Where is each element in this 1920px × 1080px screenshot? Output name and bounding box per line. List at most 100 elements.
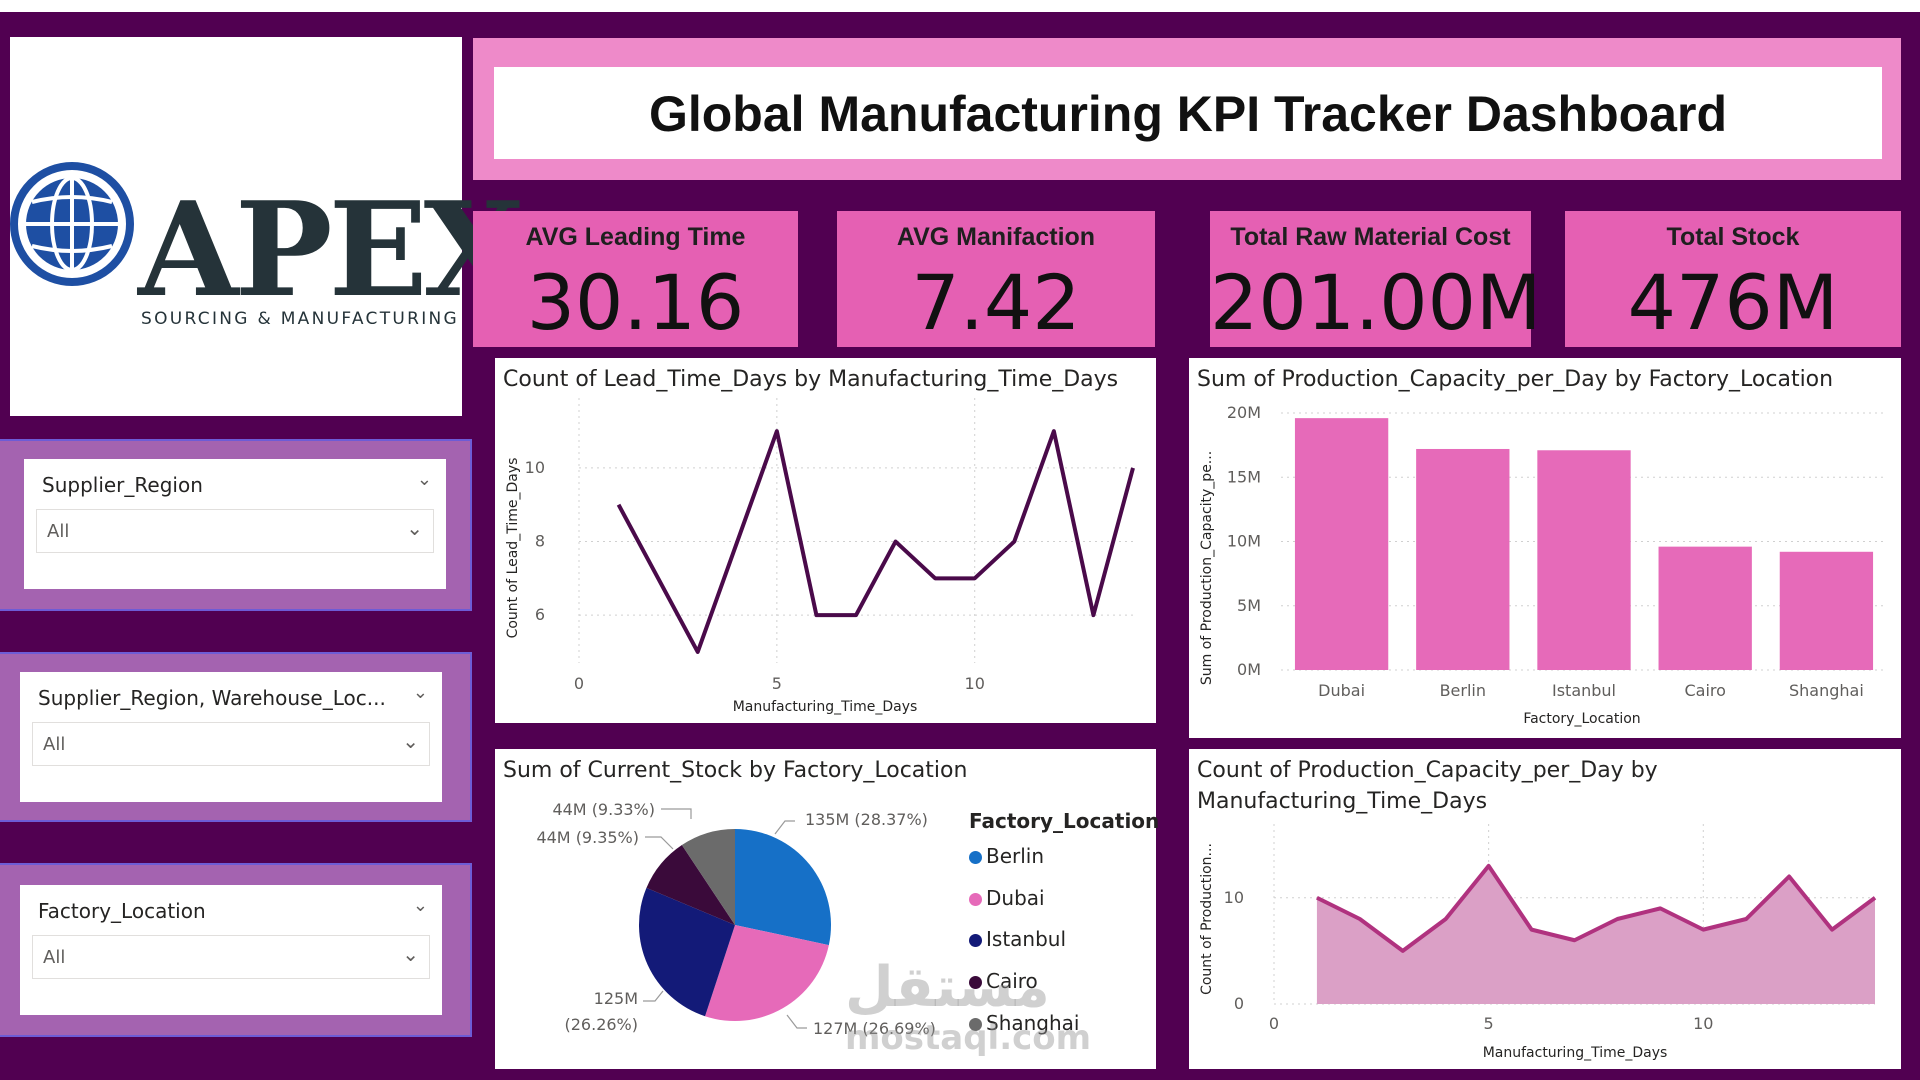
y-tick-label: 10 xyxy=(1224,888,1244,907)
line-chart-panel[interactable]: Count of Lead_Time_Days by Manufacturing… xyxy=(495,358,1156,723)
x-axis-title: Factory_Location xyxy=(1523,711,1640,727)
legend-title: Factory_Location xyxy=(969,809,1160,833)
dashboard-title: Global Manufacturing KPI Tracker Dashboa… xyxy=(648,86,1727,142)
slicer-value: All xyxy=(43,734,66,755)
legend-label: Cairo xyxy=(986,969,1038,993)
y-tick-label: 0M xyxy=(1237,660,1261,679)
x-tick-label: 5 xyxy=(1484,1014,1494,1033)
data-label-dubai: 127M (26.69%) xyxy=(813,1019,936,1038)
slicer-factory-location[interactable]: Factory_Location ⌄ All ⌄ xyxy=(20,885,442,1015)
x-tick-label: Shanghai xyxy=(1789,681,1864,700)
slicer-band-supplier-region: Supplier_Region ⌄ All ⌄ xyxy=(0,439,472,611)
series-line xyxy=(616,429,1135,654)
slicer-value: All xyxy=(47,521,70,542)
bar-chart-panel[interactable]: Sum of Production_Capacity_per_Day by Fa… xyxy=(1189,358,1901,738)
slicer-dropdown[interactable]: All ⌄ xyxy=(36,509,434,553)
x-tick-label: 0 xyxy=(1269,1014,1279,1033)
pie-slice-cairo xyxy=(646,845,735,925)
area-chart-panel[interactable]: Count of Production_Capacity_per_Day by … xyxy=(1189,749,1901,1069)
slicer-supplier-region[interactable]: Supplier_Region ⌄ All ⌄ xyxy=(24,459,446,589)
kpi-value: 201.00M xyxy=(1210,258,1542,347)
data-label-shanghai: 44M (9.33%) xyxy=(552,800,655,819)
slicer-band-factory: Factory_Location ⌄ All ⌄ xyxy=(0,863,472,1037)
bar-chart: Sum of Production_Capacity_pe... Factory… xyxy=(1199,403,1887,727)
kpi-card-total-raw-material-cost: Total Raw Material Cost 201.00M xyxy=(1210,211,1542,347)
leader-line xyxy=(786,1014,807,1029)
pie-slice-istanbul xyxy=(639,887,735,1017)
legend-item-shanghai[interactable]: Shanghai xyxy=(969,1011,1080,1035)
chevron-down-icon[interactable]: ⌄ xyxy=(412,682,428,703)
data-label-berlin: 135M (28.37%) xyxy=(805,810,928,829)
x-tick-label: 10 xyxy=(1693,1014,1713,1033)
legend-item-cairo[interactable]: Cairo xyxy=(969,969,1038,993)
chevron-down-icon[interactable]: ⌄ xyxy=(412,895,428,916)
y-axis-title: Count of Lead_Time_Days xyxy=(505,458,521,639)
line-chart: Count of Lead_Time_Days Manufacturing_Ti… xyxy=(505,398,1135,715)
pie-chart-panel[interactable]: Sum of Current_Stock by Factory_Location… xyxy=(495,749,1160,1069)
kpi-value: 30.16 xyxy=(526,258,745,347)
series-area xyxy=(1316,865,1875,1004)
chevron-down-icon[interactable]: ⌄ xyxy=(402,729,419,753)
kpi-card-avg-leading-time: AVG Leading Time 30.16 xyxy=(473,211,798,347)
leader-line xyxy=(643,990,664,1002)
y-tick-label: 10M xyxy=(1227,532,1261,551)
series-line xyxy=(1316,863,1877,953)
pie-slice-shanghai xyxy=(681,829,735,925)
watermark-arabic: مستقل xyxy=(845,955,1050,1020)
brand-subtitle: SOURCING & MANUFACTURING xyxy=(141,309,460,329)
slicer-title: Supplier_Region xyxy=(42,473,203,497)
bar-shanghai xyxy=(1779,551,1874,670)
bar-berlin xyxy=(1416,448,1510,670)
globe-icon xyxy=(10,162,134,286)
kpi-card-avg-manifaction: AVG Manifaction 7.42 xyxy=(837,211,1155,347)
chevron-down-icon[interactable]: ⌄ xyxy=(402,942,419,966)
y-tick-label: 10 xyxy=(525,458,545,477)
slicer-value: All xyxy=(43,947,66,968)
x-tick-label: Cairo xyxy=(1684,681,1725,700)
x-tick-label: 10 xyxy=(965,674,985,693)
brand-name: APEX xyxy=(138,173,525,326)
legend-label: Shanghai xyxy=(986,1011,1080,1035)
slicer-dropdown[interactable]: All ⌄ xyxy=(32,935,430,979)
bar-cairo xyxy=(1658,546,1752,670)
chart-title-line-1: Count of Production_Capacity_per_Day by xyxy=(1197,758,1658,783)
slicer-dropdown[interactable]: All ⌄ xyxy=(32,722,430,766)
pie-slice-dubai xyxy=(705,925,829,1021)
x-tick-label: Istanbul xyxy=(1552,681,1616,700)
legend-label: Berlin xyxy=(986,844,1045,868)
chart-title-line-2: Manufacturing_Time_Days xyxy=(1197,789,1488,814)
chevron-down-icon[interactable]: ⌄ xyxy=(406,516,423,540)
legend-item-istanbul[interactable]: Istanbul xyxy=(969,927,1066,951)
leader-line xyxy=(661,808,692,819)
legend-item-dubai[interactable]: Dubai xyxy=(969,886,1045,910)
kpi-label: AVG Manifaction xyxy=(896,223,1096,251)
data-label-istanbul-percent: (26.26%) xyxy=(565,1015,639,1034)
pie-chart: 44M (9.33%) 44M (9.35%) 135M (28.37%) 12… xyxy=(536,800,936,1038)
title-box: Global Manufacturing KPI Tracker Dashboa… xyxy=(494,67,1882,159)
kpi-value: 476M xyxy=(1627,258,1839,347)
x-tick-label: 5 xyxy=(772,674,782,693)
leader-line xyxy=(774,820,795,835)
chart-title: Sum of Current_Stock by Factory_Location xyxy=(503,758,968,783)
y-tick-label: 8 xyxy=(535,532,545,551)
bar-istanbul xyxy=(1537,450,1631,670)
kpi-card-total-stock: Total Stock 476M xyxy=(1565,211,1901,347)
x-axis-title: Manufacturing_Time_Days xyxy=(1483,1045,1668,1061)
x-axis-title: Manufacturing_Time_Days xyxy=(733,699,918,715)
legend-label: Dubai xyxy=(986,886,1045,910)
chevron-down-icon[interactable]: ⌄ xyxy=(416,469,432,490)
slicer-title: Factory_Location xyxy=(38,899,206,923)
x-tick-label: Dubai xyxy=(1318,681,1365,700)
y-tick-label: 5M xyxy=(1237,596,1261,615)
y-tick-label: 15M xyxy=(1227,467,1261,486)
y-tick-label: 0 xyxy=(1234,994,1244,1013)
y-tick-label: 6 xyxy=(535,605,545,624)
slicer-supplier-warehouse[interactable]: Supplier_Region, Warehouse_Loc... ⌄ All … xyxy=(20,672,442,802)
legend-item-berlin[interactable]: Berlin xyxy=(969,844,1044,868)
y-tick-label: 20M xyxy=(1227,403,1261,422)
x-tick-label: 0 xyxy=(574,674,584,693)
legend-dot xyxy=(969,976,982,989)
legend-dot xyxy=(969,893,982,906)
data-label-cairo: 44M (9.35%) xyxy=(536,828,639,847)
kpi-label: Total Raw Material Cost xyxy=(1230,223,1511,251)
